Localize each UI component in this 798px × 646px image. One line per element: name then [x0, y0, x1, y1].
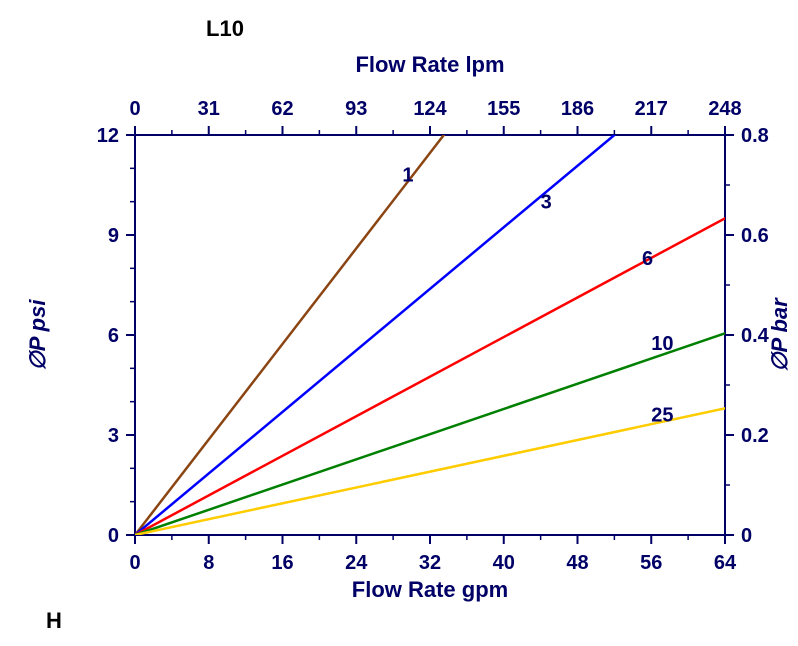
y-right-tick-label: 0 [741, 525, 752, 547]
x-top-tick-label: 248 [708, 98, 741, 120]
chart-container: L10Flow Rate lpm0816243240485664Flow Rat… [0, 0, 798, 646]
y-left-tick-label: 12 [97, 125, 119, 147]
x-bottom-tick-label: 48 [566, 552, 588, 574]
corner-label: H [46, 608, 62, 633]
x-bottom-tick-label: 40 [493, 552, 515, 574]
x-top-tick-label: 31 [198, 98, 220, 120]
x-bottom-tick-label: 16 [271, 552, 293, 574]
x-top-tick-label: 186 [561, 98, 594, 120]
series-label-25: 25 [651, 405, 673, 427]
y-right-tick-label: 0.6 [741, 225, 769, 247]
y-left-tick-label: 0 [108, 525, 119, 547]
x-top-tick-label: 217 [635, 98, 668, 120]
x-bottom-tick-label: 24 [345, 552, 368, 574]
series-label-3: 3 [541, 191, 552, 213]
y-right-axis-label: ∅P bar [767, 297, 792, 372]
y-left-tick-label: 9 [108, 225, 119, 247]
series-label-10: 10 [651, 333, 673, 355]
chart-title: L10 [206, 16, 244, 41]
y-left-tick-label: 6 [108, 325, 119, 347]
y-right-tick-label: 0.4 [741, 325, 770, 347]
y-right-tick-label: 0.8 [741, 125, 769, 147]
x-bottom-tick-label: 56 [640, 552, 662, 574]
x-bottom-tick-label: 64 [714, 552, 737, 574]
x-top-tick-label: 0 [129, 98, 140, 120]
x-top-axis-label: Flow Rate lpm [355, 52, 504, 77]
y-right-tick-label: 0.2 [741, 425, 769, 447]
chart-svg: L10Flow Rate lpm0816243240485664Flow Rat… [0, 0, 798, 646]
x-bottom-axis-label: Flow Rate gpm [352, 577, 508, 602]
x-top-tick-label: 155 [487, 98, 520, 120]
y-left-axis-label: ∅P psi [25, 299, 50, 371]
series-label-6: 6 [642, 248, 653, 270]
x-bottom-tick-label: 8 [203, 552, 214, 574]
x-bottom-tick-label: 0 [129, 552, 140, 574]
series-label-1: 1 [402, 165, 413, 187]
x-top-tick-label: 93 [345, 98, 367, 120]
x-bottom-tick-label: 32 [419, 552, 441, 574]
y-left-tick-label: 3 [108, 425, 119, 447]
x-top-tick-label: 124 [413, 98, 447, 120]
x-top-tick-label: 62 [271, 98, 293, 120]
